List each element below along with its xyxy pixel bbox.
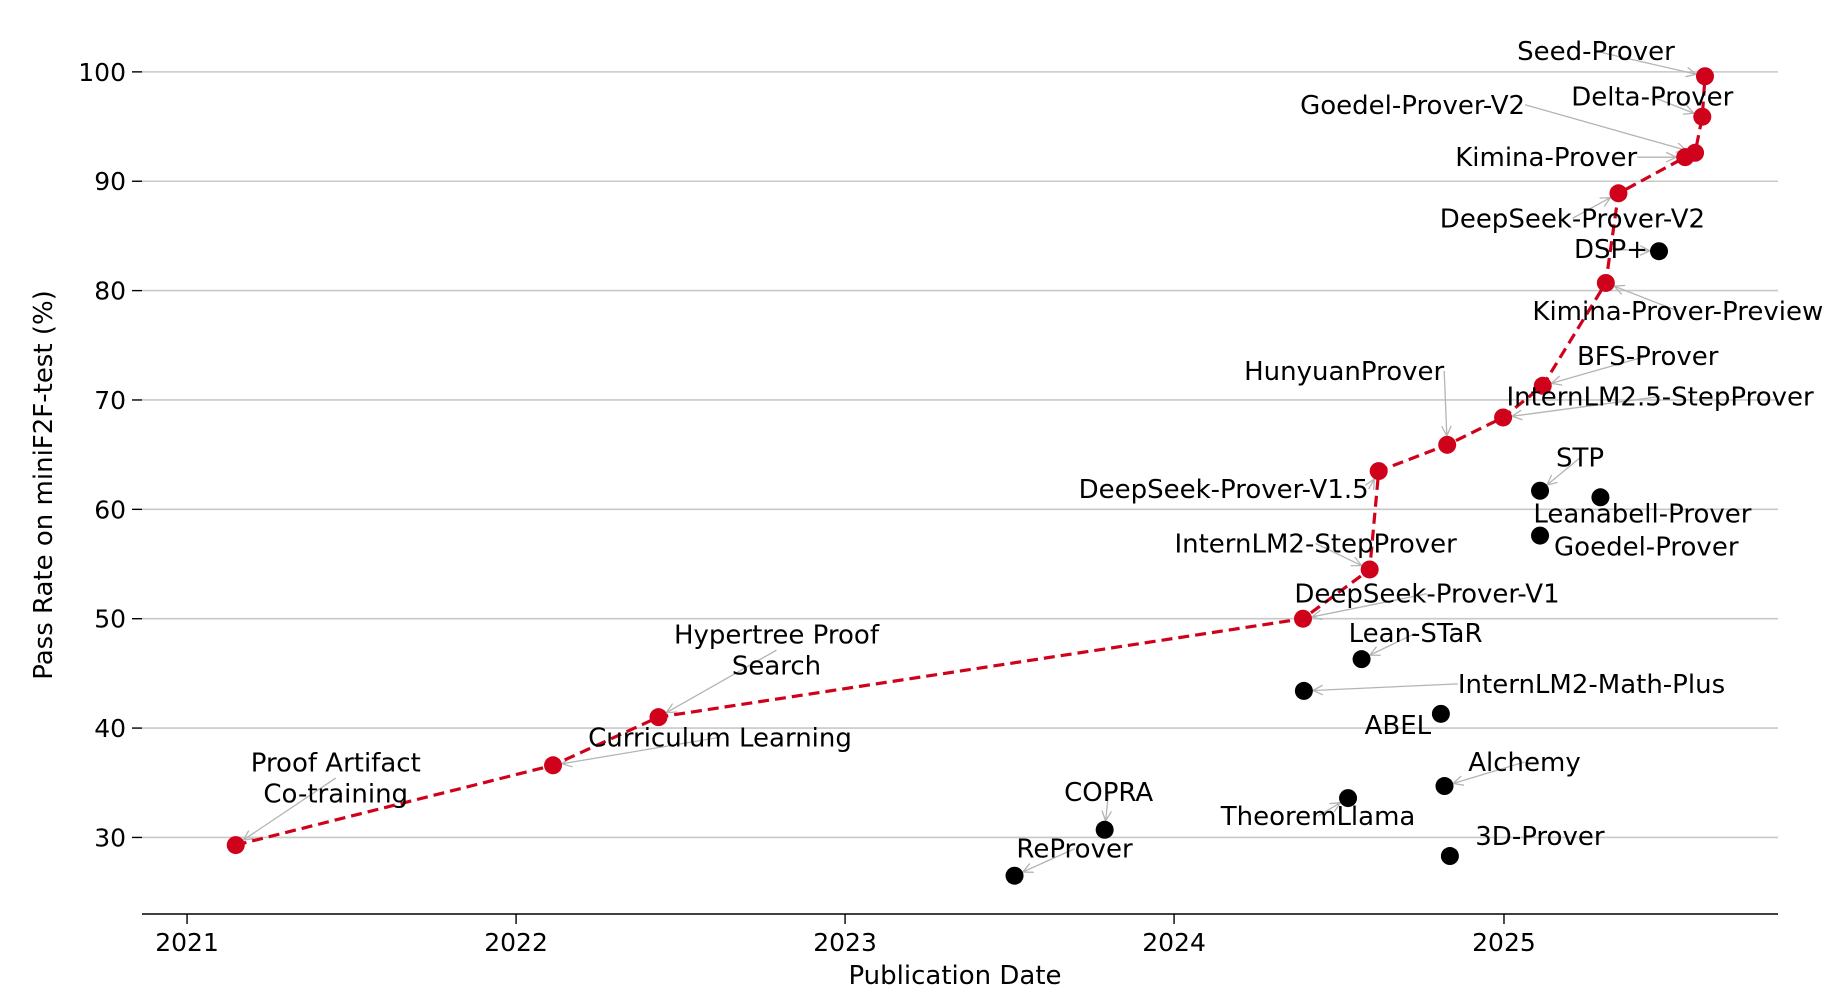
label-goedel-prover-v2: Goedel-Prover-V2	[1300, 91, 1525, 121]
point-bfs-prover	[1533, 376, 1552, 395]
label-kimina-prover-preview: Kimina-Prover-Preview	[1532, 297, 1823, 327]
label-bfs-prover: BFS-Prover	[1577, 342, 1719, 372]
point-kimina-prover-preview	[1596, 273, 1615, 292]
point-copra	[1095, 820, 1114, 839]
x-tick-label: 2022	[484, 928, 548, 957]
arrowhead-deepseek-prover-v1	[1310, 609, 1323, 621]
label-3d-prover: 3D-Prover	[1475, 822, 1605, 852]
y-tick-label: 60	[94, 495, 126, 524]
label-copra: COPRA	[1064, 778, 1153, 808]
label-seed-prover: Seed-Prover	[1517, 37, 1675, 67]
label-lean-star: Lean-STaR	[1349, 619, 1483, 649]
arrow-copra	[1104, 791, 1110, 821]
point-internlm2-stepprover	[1360, 560, 1379, 579]
point-dsp	[1650, 242, 1669, 261]
point-internlm2-math-plus	[1294, 681, 1313, 700]
x-tick-label: 2021	[155, 928, 219, 957]
point-deepseek-prover-v1-5	[1369, 462, 1388, 481]
label-dsp: DSP+	[1574, 235, 1648, 265]
arrow-deepseek-prover-v1	[1311, 593, 1428, 618]
label-curriculum-learning: Curriculum Learning	[588, 723, 852, 753]
x-axis-title: Publication Date	[848, 961, 1061, 991]
point-delta-prover	[1693, 107, 1712, 126]
arrow-internlm2-stepprover	[1315, 542, 1362, 567]
label-hypertree-proof: Hypertree Proof Search	[674, 621, 880, 682]
point-seed-prover	[1695, 67, 1714, 86]
point-deepseek-prover-v2	[1609, 184, 1628, 203]
point-labels: Proof Artifact Co-training Curriculum Lear…	[251, 37, 1824, 864]
grid-lines	[142, 71, 1778, 839]
x-tick-label: 2024	[1142, 928, 1206, 957]
label-proof-artifact: Proof Artifact Co-training	[251, 749, 421, 810]
point-goedel-prover	[1531, 526, 1550, 545]
point-curriculum-learning	[544, 756, 563, 775]
arrow-reprover	[1022, 848, 1075, 873]
y-tick-label: 30	[94, 823, 126, 852]
arrow-deepseek-prover-v1-5	[1368, 478, 1375, 490]
label-delta-prover: Delta-Prover	[1571, 83, 1733, 113]
point-hunyuanprover	[1438, 435, 1457, 454]
arrowhead-hypertree-proof	[665, 703, 678, 714]
point-reprover	[1005, 866, 1024, 885]
point-leanabell-prover	[1591, 488, 1610, 507]
point-alchemy	[1435, 777, 1454, 796]
arrow-hunyuanprover	[1443, 370, 1448, 436]
label-internlm2-stepprover: InternLM2-StepProver	[1174, 529, 1457, 559]
arrowhead-internlm2-math-plus	[1311, 684, 1324, 696]
arrow-alchemy	[1452, 761, 1525, 785]
label-deepseek-prover-v1: DeepSeek-Prover-V1	[1294, 580, 1559, 610]
point-3d-prover	[1440, 847, 1459, 866]
arrow-theoremllama	[1317, 802, 1341, 817]
arrow-bfs-prover	[1551, 355, 1648, 384]
arrow-goedel-prover-v2	[1524, 104, 1687, 151]
y-tick-label: 50	[94, 605, 126, 634]
label-kimina-prover: Kimina-Prover	[1455, 143, 1637, 173]
y-tick-label: 40	[94, 714, 126, 743]
label-alchemy: Alchemy	[1468, 748, 1581, 778]
axes: 30 40 50 60 70 80 90 100 2021 2022 2023 2024 2025	[78, 58, 1778, 957]
label-theoremllama: TheoremLlama	[1220, 802, 1416, 832]
label-abel: ABEL	[1365, 711, 1432, 741]
arrow-lean-star	[1369, 632, 1416, 656]
arrow-proof-artifact	[242, 777, 337, 841]
label-reprover: ReProver	[1016, 835, 1133, 865]
label-internlm2-math-plus: InternLM2-Math-Plus	[1458, 670, 1725, 700]
arrow-seed-prover	[1595, 50, 1697, 75]
label-internlm2-5-stepprover: InternLM2.5-StepProver	[1506, 382, 1814, 412]
y-tick-label: 70	[94, 386, 126, 415]
arrow-stp	[1546, 457, 1581, 486]
label-deepseek-prover-v2: DeepSeek-Prover-V2	[1440, 204, 1705, 234]
label-leanabell-prover: Leanabell-Prover	[1533, 499, 1751, 529]
label-deepseek-prover-v1-5: DeepSeek-Prover-V1.5	[1079, 475, 1369, 505]
arrowhead-stp	[1545, 474, 1558, 486]
point-proof-artifact	[226, 836, 245, 855]
x-tick-label: 2025	[1472, 928, 1536, 957]
point-goedel-prover-v2	[1686, 143, 1705, 162]
y-tick-label: 100	[78, 58, 126, 87]
arrow-deepseek-prover-v2	[1572, 196, 1611, 219]
y-tick-label: 80	[94, 277, 126, 306]
point-abel	[1431, 704, 1450, 723]
arrow-kimina-prover-preview	[1613, 285, 1679, 312]
arrow-curriculum-learning	[561, 736, 721, 765]
y-axis-title: Pass Rate on miniF2F-test (%)	[29, 290, 59, 680]
point-lean-star	[1352, 650, 1371, 669]
point-internlm2-5-stepprover	[1494, 408, 1513, 427]
arrow-hypertree-proof	[665, 649, 777, 714]
x-tick-label: 2023	[813, 928, 877, 957]
point-deepseek-prover-v1	[1293, 609, 1312, 628]
arrow-internlm2-math-plus	[1312, 683, 1458, 692]
label-goedel-prover: Goedel-Prover	[1554, 533, 1739, 563]
y-tick-label: 90	[94, 167, 126, 196]
point-stp	[1531, 481, 1550, 500]
point-theoremllama	[1339, 789, 1358, 808]
label-stp: STP	[1556, 444, 1604, 474]
arrow-dsp	[1610, 248, 1651, 252]
arrow-delta-prover	[1652, 96, 1695, 114]
point-hypertree-proof	[649, 708, 668, 727]
data-points	[226, 67, 1714, 885]
label-hunyuanprover: HunyuanProver	[1244, 357, 1444, 387]
arrow-internlm2-5-stepprover	[1511, 395, 1661, 417]
